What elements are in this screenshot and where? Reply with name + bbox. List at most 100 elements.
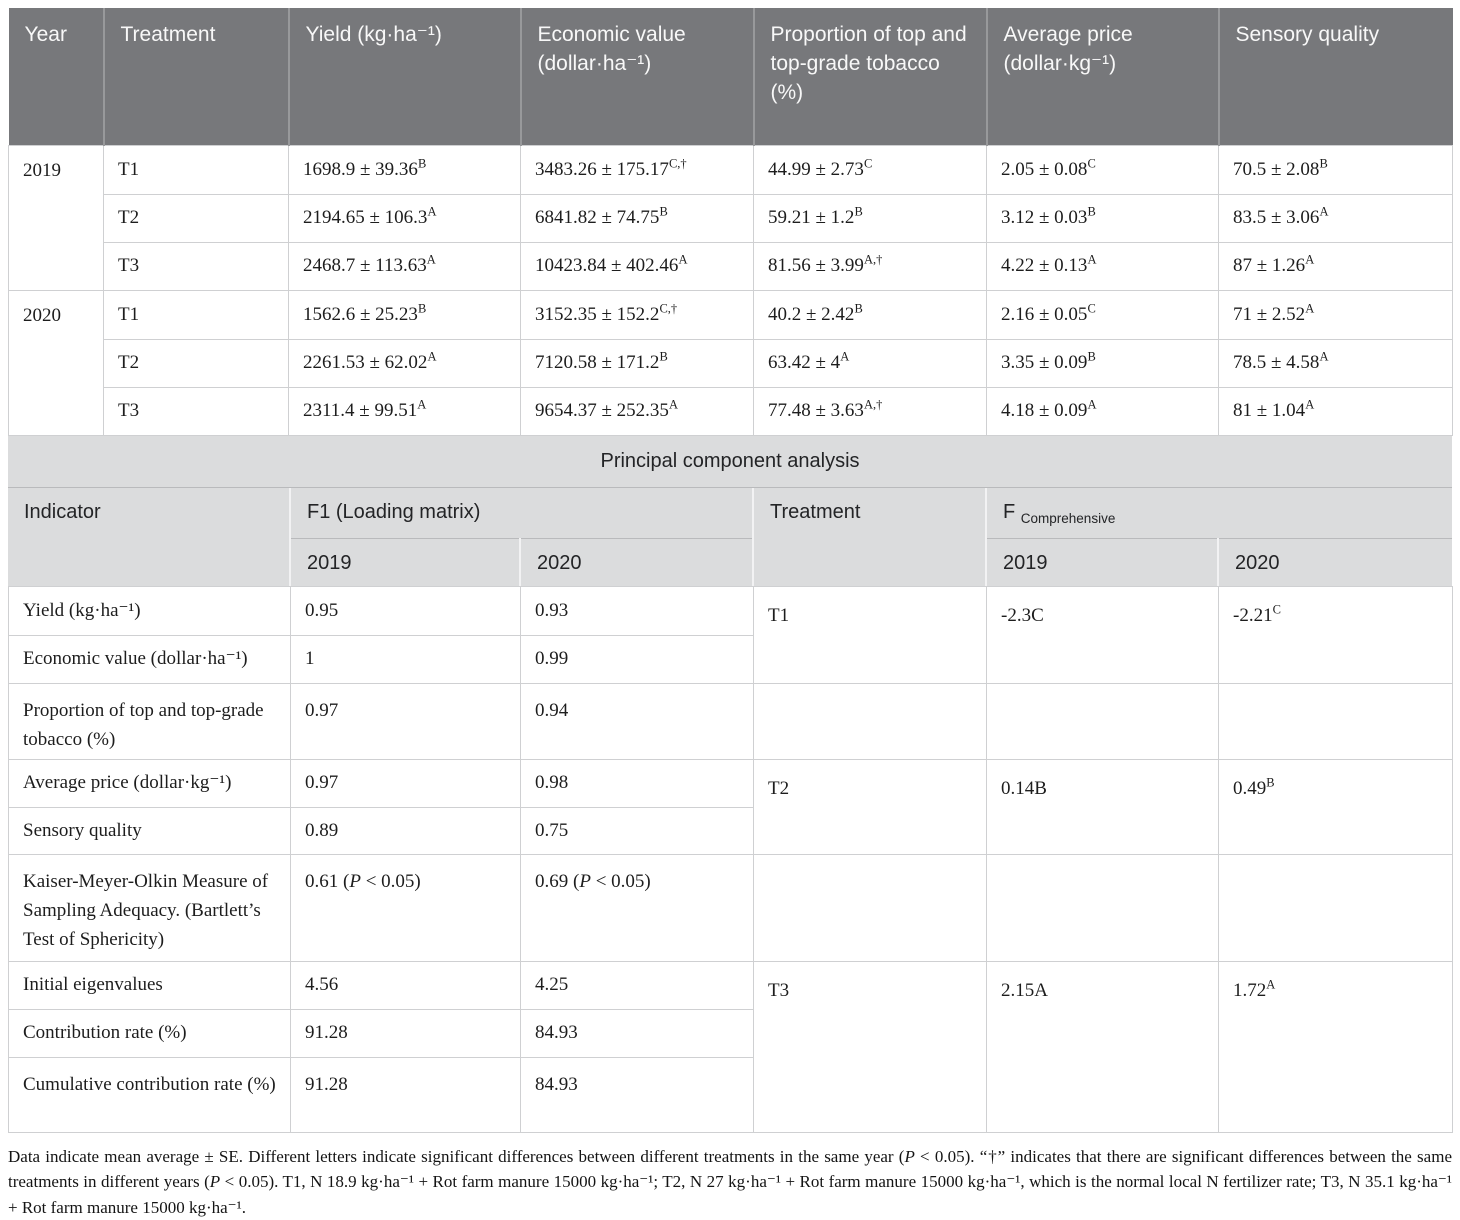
empty-cell — [1219, 683, 1453, 759]
p-variable: P — [904, 1147, 914, 1166]
value: 1698.9 ± 39.36 — [303, 159, 418, 180]
price-cell: 4.18 ± 0.09A — [987, 387, 1219, 435]
value: 3483.26 ± 175.17 — [535, 159, 669, 180]
proportion-cell: 59.21 ± 1.2B — [754, 194, 987, 242]
significance-letter: B — [659, 205, 667, 219]
value: 2194.65 ± 106.3 — [303, 207, 427, 228]
value: 3.12 ± 0.03 — [1001, 207, 1087, 228]
col-header-pca-treatment: Treatment — [753, 488, 986, 586]
value: 0.61 ( — [305, 871, 349, 892]
significance-letter: A — [840, 350, 849, 364]
value: 2311.4 ± 99.51 — [303, 400, 417, 421]
value: 44.99 ± 2.73 — [768, 159, 864, 180]
significance-letter: B — [1266, 775, 1274, 789]
value: 77.48 ± 3.63 — [768, 400, 864, 421]
table-row: T3 2468.7 ± 113.63A 10423.84 ± 402.46A 8… — [9, 242, 1453, 290]
table-footnote: Data indicate mean average ± SE. Differe… — [8, 1144, 1452, 1220]
value: 81 ± 1.04 — [1233, 400, 1305, 421]
significance-letter: B — [418, 156, 426, 170]
significance-letter: A,† — [864, 253, 882, 267]
proportion-cell: 81.56 ± 3.99A,† — [754, 242, 987, 290]
price-cell: 4.22 ± 0.13A — [987, 242, 1219, 290]
significance-letter: C — [1087, 301, 1095, 315]
table-row: Average price (dollar·kg⁻¹) 0.97 0.98 T2… — [9, 759, 1453, 807]
fscore-2019-cell: 0.14B — [987, 759, 1219, 854]
significance-letter: B — [1087, 350, 1095, 364]
value: 4.18 ± 0.09 — [1001, 400, 1087, 421]
yield-cell: 1562.6 ± 25.23B — [289, 290, 521, 339]
value: 40.2 ± 2.42 — [768, 304, 854, 325]
col-header-year: Year — [9, 8, 104, 145]
table-row: Proportion of top and top-grade tobacco … — [9, 683, 1453, 759]
pca-table: Yield (kg·ha⁻¹) 0.95 0.93 T1 -2.3C -2.21… — [8, 586, 1453, 1133]
treatment-cell: T1 — [104, 290, 289, 339]
agronomic-results-table: Year Treatment Yield (kg·ha⁻¹) Economic … — [8, 8, 1453, 436]
col-header-treatment: Treatment — [104, 8, 289, 145]
value: 63.42 ± 4 — [768, 352, 840, 373]
significance-letter: A — [1087, 398, 1096, 412]
treatment-cell: T1 — [754, 586, 987, 683]
loading-2020-cell: 0.94 — [521, 683, 754, 759]
value: 2261.53 ± 62.02 — [303, 352, 427, 373]
col-header-f1-loading-matrix: F1 (Loading matrix) — [290, 488, 753, 539]
value: 7120.58 ± 171.2 — [535, 352, 659, 373]
significance-letter: C,† — [669, 156, 687, 170]
table-row: Kaiser-Meyer-Olkin Measure of Sampling A… — [9, 854, 1453, 961]
table-row: T2 2261.53 ± 62.02A 7120.58 ± 171.2B 63.… — [9, 339, 1453, 387]
treatment-cell: T3 — [104, 387, 289, 435]
sensory-cell: 78.5 ± 4.58A — [1219, 339, 1453, 387]
treatment-cell: T1 — [104, 145, 289, 194]
pca-subheader: Indicator F1 (Loading matrix) Treatment … — [8, 488, 1452, 586]
significance-letter: B — [418, 301, 426, 315]
col-header-f1-2020: 2020 — [520, 539, 753, 586]
header-row: Year Treatment Yield (kg·ha⁻¹) Economic … — [9, 8, 1453, 145]
col-header-proportion: Proportion of top and top-grade tobacco … — [754, 8, 987, 145]
year-cell: 2020 — [9, 290, 104, 435]
value: 81.56 ± 3.99 — [768, 255, 864, 276]
footnote-text: Data indicate mean average ± SE. Differe… — [8, 1147, 904, 1166]
significance-letter: A — [678, 253, 687, 267]
empty-cell — [754, 854, 987, 961]
proportion-cell: 77.48 ± 3.63A,† — [754, 387, 987, 435]
value: 10423.84 ± 402.46 — [535, 255, 678, 276]
economic-cell: 7120.58 ± 171.2B — [521, 339, 754, 387]
indicator-label: Sensory quality — [9, 807, 291, 854]
year-cell: 2019 — [9, 145, 104, 290]
loading-2020-cell: 0.75 — [521, 807, 754, 854]
col-header-fc-2020: 2020 — [1218, 539, 1452, 586]
value: < 0.05) — [591, 871, 651, 892]
treatment-cell: T2 — [104, 339, 289, 387]
fscore-2020-cell: 0.49B — [1219, 759, 1453, 854]
significance-letter: B — [659, 350, 667, 364]
value: 70.5 ± 2.08 — [1233, 159, 1319, 180]
significance-letter: A — [1305, 253, 1314, 267]
treatment-cell: T3 — [754, 961, 987, 1132]
value: 2.05 ± 0.08 — [1001, 159, 1087, 180]
value: 0.69 ( — [535, 871, 579, 892]
value: 3.35 ± 0.09 — [1001, 352, 1087, 373]
value: 6841.82 ± 74.75 — [535, 207, 659, 228]
indicator-label: Initial eigenvalues — [9, 961, 291, 1009]
significance-letter: B — [854, 205, 862, 219]
yield-cell: 1698.9 ± 39.36B — [289, 145, 521, 194]
price-cell: 2.16 ± 0.05C — [987, 290, 1219, 339]
loading-2020-cell: 4.25 — [521, 961, 754, 1009]
col-header-fc-2019: 2019 — [986, 539, 1218, 586]
sensory-cell: 71 ± 2.52A — [1219, 290, 1453, 339]
yield-cell: 2468.7 ± 113.63A — [289, 242, 521, 290]
fscore-2020-cell: -2.21C — [1219, 586, 1453, 683]
col-header-f-comprehensive: F Comprehensive — [986, 488, 1452, 539]
significance-letter: B — [1087, 205, 1095, 219]
treatment-cell: T2 — [754, 759, 987, 854]
significance-letter: C — [864, 156, 872, 170]
fscore-2020-cell: 1.72A — [1219, 961, 1453, 1132]
value: < 0.05) — [361, 871, 421, 892]
significance-letter: B — [1319, 156, 1327, 170]
significance-letter: A — [427, 205, 436, 219]
subheader-row: Indicator F1 (Loading matrix) Treatment … — [8, 488, 1452, 539]
loading-2019-cell: 1 — [291, 635, 521, 683]
f-symbol: F — [1003, 501, 1021, 523]
fscore-2019-cell: 2.15A — [987, 961, 1219, 1132]
economic-cell: 10423.84 ± 402.46A — [521, 242, 754, 290]
